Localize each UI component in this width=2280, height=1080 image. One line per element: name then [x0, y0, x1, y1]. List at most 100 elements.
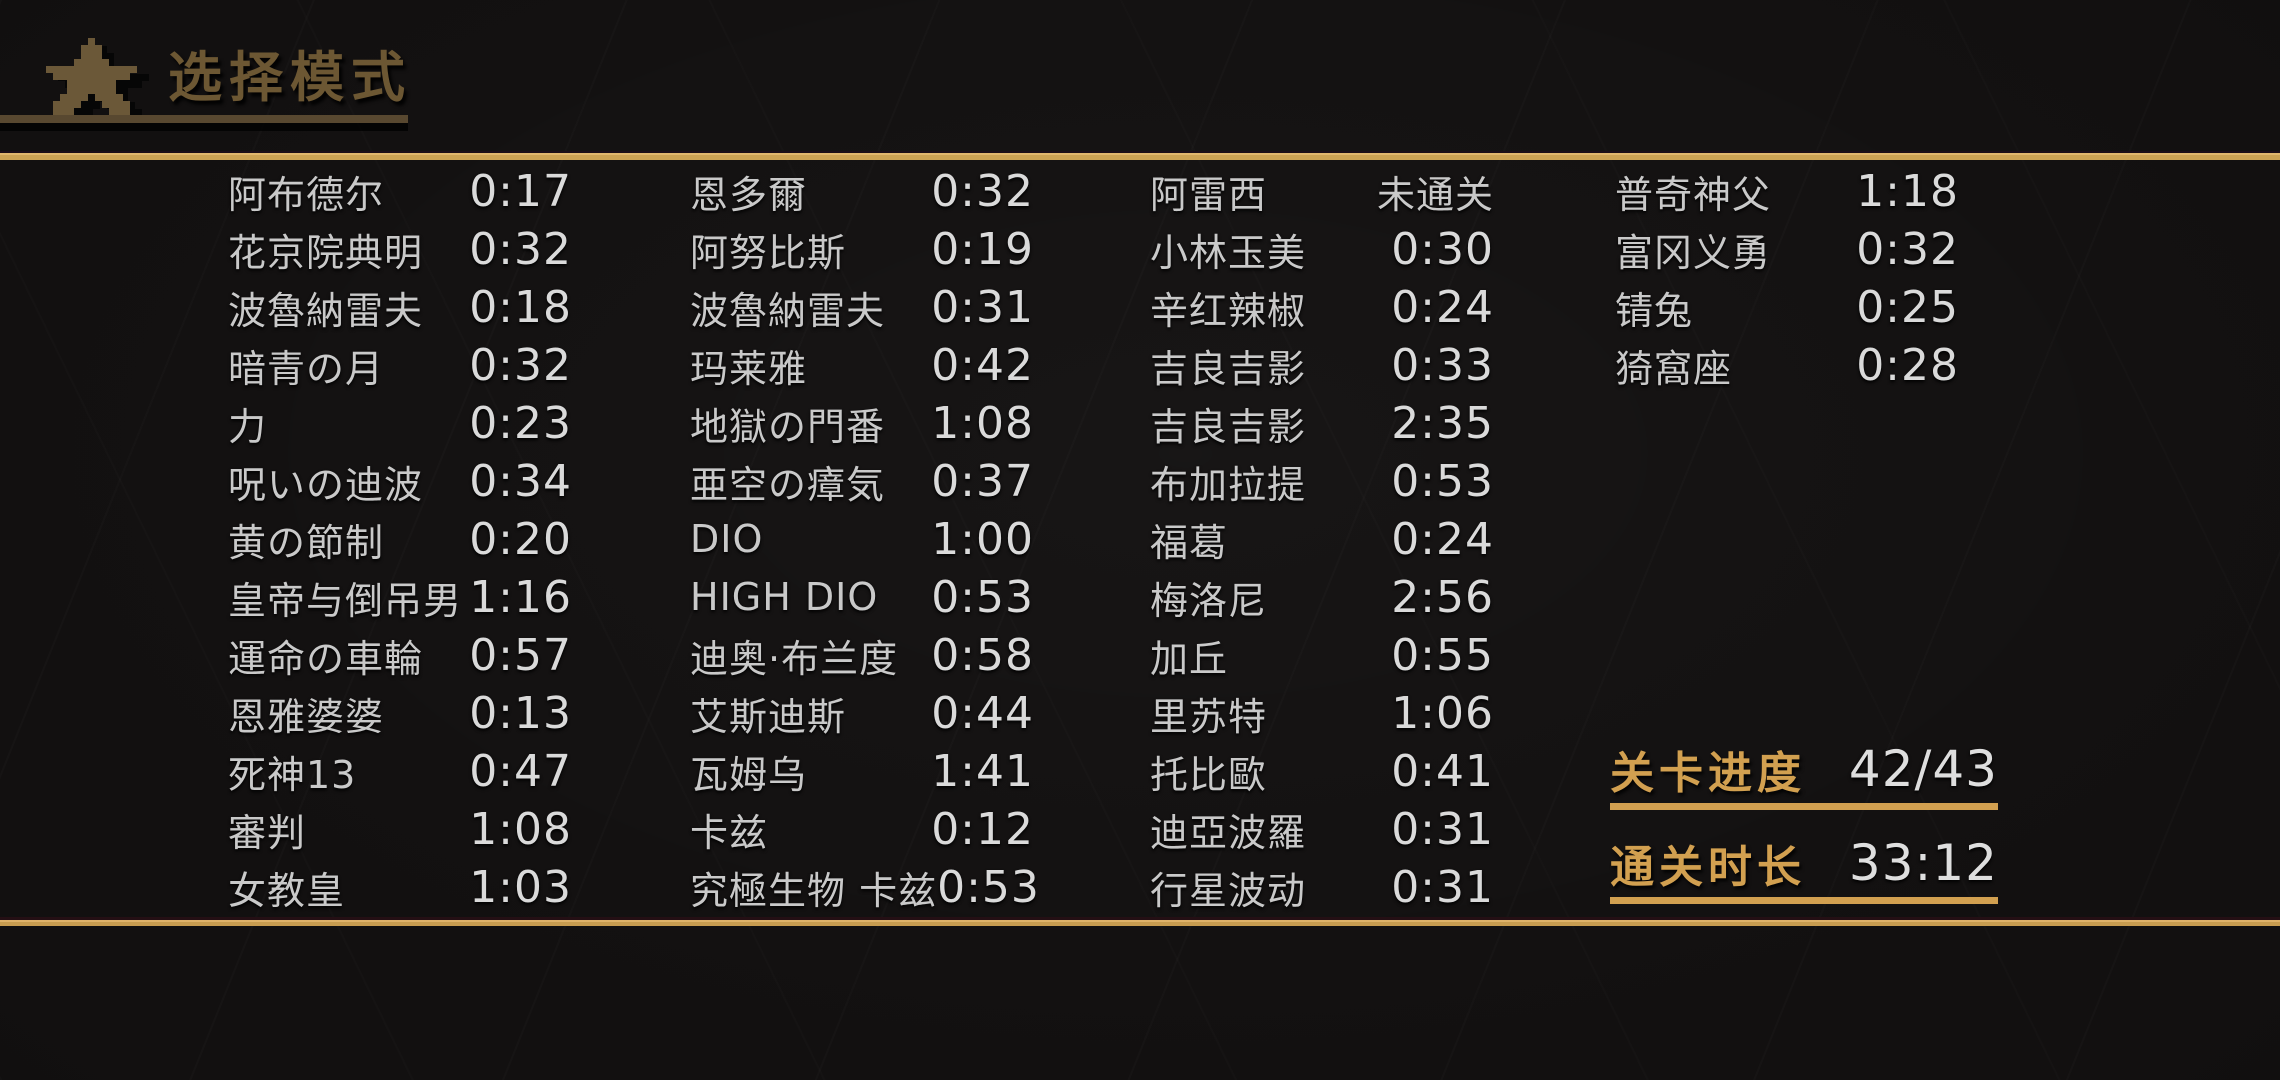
level-time: 0:37	[931, 455, 1034, 507]
level-name: 福葛	[1150, 520, 1229, 565]
level-name: 辛红辣椒	[1150, 288, 1307, 333]
level-name: 運命の車輪	[228, 636, 424, 681]
level-row[interactable]: 暗青の月 0:32	[228, 336, 572, 394]
level-time: 0:24	[1391, 513, 1494, 565]
level-time: 1:08	[931, 397, 1034, 449]
level-row[interactable]: 吉良吉影 2:35	[1150, 394, 1494, 452]
level-row[interactable]: 運命の車輪 0:57	[228, 626, 572, 684]
level-row[interactable]: 恩多爾 0:32	[690, 162, 1034, 220]
level-column-2: 恩多爾 0:32 阿努比斯 0:19 波魯納雷夫 0:31 玛莱雅 0:42 地獄の門番 1:08…	[690, 162, 1039, 916]
level-status: 未通关	[1376, 172, 1494, 217]
level-name: 猗窩座	[1615, 346, 1733, 391]
level-time: 1:16	[469, 571, 572, 623]
level-time: 0:30	[1391, 223, 1494, 275]
level-row[interactable]: 阿雷西 未通关	[1150, 162, 1494, 220]
level-name: 力	[228, 404, 268, 449]
level-name: 锖兔	[1615, 288, 1694, 333]
level-name: 黄の節制	[228, 520, 385, 565]
level-name: 迪亞波羅	[1150, 810, 1307, 855]
level-row[interactable]: 加丘 0:55	[1150, 626, 1494, 684]
bottom-separator-line	[0, 917, 2280, 926]
level-row[interactable]: 辛红辣椒 0:24	[1150, 278, 1494, 336]
level-row[interactable]: 波魯納雷夫 0:31	[690, 278, 1034, 336]
level-name: 玛莱雅	[690, 346, 808, 391]
level-row[interactable]: 亜空の瘴気 0:37	[690, 452, 1034, 510]
level-time: 0:44	[931, 687, 1034, 739]
level-row[interactable]: 卡兹 0:12	[690, 800, 1034, 858]
level-column-3: 阿雷西 未通关 小林玉美 0:30 辛红辣椒 0:24 吉良吉影 0:33 吉良吉影 2:35 布加…	[1150, 162, 1494, 916]
clear-time-label: 通关时长	[1610, 842, 1806, 893]
level-row[interactable]: 锖兔 0:25	[1615, 278, 1959, 336]
level-name: 布加拉提	[1150, 462, 1307, 507]
level-row[interactable]: 花京院典明 0:32	[228, 220, 572, 278]
level-row[interactable]: 行星波动 0:31	[1150, 858, 1494, 916]
level-time: 0:13	[469, 687, 572, 739]
level-row[interactable]: 艾斯迪斯 0:44	[690, 684, 1034, 742]
level-time: 0:42	[931, 339, 1034, 391]
level-row[interactable]: 小林玉美 0:30	[1150, 220, 1494, 278]
level-time: 0:53	[937, 861, 1040, 913]
level-time: 0:23	[469, 397, 572, 449]
level-row[interactable]: 呪いの迪波 0:34	[228, 452, 572, 510]
level-row[interactable]: 皇帝与倒吊男 1:16	[228, 568, 572, 626]
level-row[interactable]: 力 0:23	[228, 394, 572, 452]
level-row[interactable]: 女教皇 1:03	[228, 858, 572, 916]
level-name: 行星波动	[1150, 868, 1307, 913]
level-time: 1:18	[1856, 165, 1959, 217]
level-name: DIO	[690, 517, 764, 561]
level-name: 阿布德尔	[228, 172, 385, 217]
level-name: 恩多爾	[690, 172, 808, 217]
level-row[interactable]: 究極生物 卡兹 0:53	[690, 858, 1039, 916]
level-row[interactable]: HIGH DIO 0:53	[690, 568, 1034, 626]
level-name: 富冈义勇	[1615, 230, 1772, 275]
stats-panel: 关卡进度 42/43 通关时长 33:12	[1610, 737, 1998, 904]
level-name: 瓦姆乌	[690, 752, 808, 797]
level-row[interactable]: 吉良吉影 0:33	[1150, 336, 1494, 394]
level-time: 0:34	[469, 455, 572, 507]
level-time: 0:57	[469, 629, 572, 681]
level-row[interactable]: 迪奥·布兰度 0:58	[690, 626, 1034, 684]
stage-progress-row: 关卡进度 42/43	[1610, 737, 1998, 801]
level-row[interactable]: 猗窩座 0:28	[1615, 336, 1959, 394]
level-row[interactable]: 托比歐 0:41	[1150, 742, 1494, 800]
level-row[interactable]: 迪亞波羅 0:31	[1150, 800, 1494, 858]
level-row[interactable]: 福葛 0:24	[1150, 510, 1494, 568]
level-name: 小林玉美	[1150, 230, 1307, 275]
level-row[interactable]: 恩雅婆婆 0:13	[228, 684, 572, 742]
level-name: 卡兹	[690, 810, 769, 855]
level-time: 0:41	[1391, 745, 1494, 797]
level-name: 加丘	[1150, 636, 1229, 681]
level-row[interactable]: 布加拉提 0:53	[1150, 452, 1494, 510]
level-time: 1:03	[469, 861, 572, 913]
level-name: 暗青の月	[228, 346, 385, 391]
level-time: 0:31	[1391, 803, 1494, 855]
level-row[interactable]: 波魯納雷夫 0:18	[228, 278, 572, 336]
level-row[interactable]: 富冈义勇 0:32	[1615, 220, 1959, 278]
level-row[interactable]: 死神13 0:47	[228, 742, 572, 800]
level-time: 1:41	[931, 745, 1034, 797]
level-row[interactable]: 里苏特 1:06	[1150, 684, 1494, 742]
level-row[interactable]: 阿努比斯 0:19	[690, 220, 1034, 278]
level-time: 0:17	[469, 165, 572, 217]
level-row[interactable]: 阿布德尔 0:17	[228, 162, 572, 220]
level-name: 恩雅婆婆	[228, 694, 385, 739]
level-time: 0:33	[1391, 339, 1494, 391]
stage-progress-underline	[1610, 803, 1998, 810]
pixel-star-shadow-icon	[58, 46, 65, 53]
level-row[interactable]: 瓦姆乌 1:41	[690, 742, 1034, 800]
level-time: 0:32	[469, 339, 572, 391]
level-time: 1:06	[1391, 687, 1494, 739]
level-name: 吉良吉影	[1150, 404, 1307, 449]
level-row[interactable]: 審判 1:08	[228, 800, 572, 858]
level-name: 吉良吉影	[1150, 346, 1307, 391]
level-name: 里苏特	[1150, 694, 1268, 739]
level-row[interactable]: DIO 1:00	[690, 510, 1034, 568]
level-time: 1:00	[931, 513, 1034, 565]
level-row[interactable]: 地獄の門番 1:08	[690, 394, 1034, 452]
level-time: 0:58	[931, 629, 1034, 681]
level-row[interactable]: 梅洛尼 2:56	[1150, 568, 1494, 626]
level-row[interactable]: 普奇神父 1:18	[1615, 162, 1959, 220]
level-row[interactable]: 玛莱雅 0:42	[690, 336, 1034, 394]
level-row[interactable]: 黄の節制 0:20	[228, 510, 572, 568]
clear-time-row: 通关时长 33:12	[1610, 831, 1998, 895]
